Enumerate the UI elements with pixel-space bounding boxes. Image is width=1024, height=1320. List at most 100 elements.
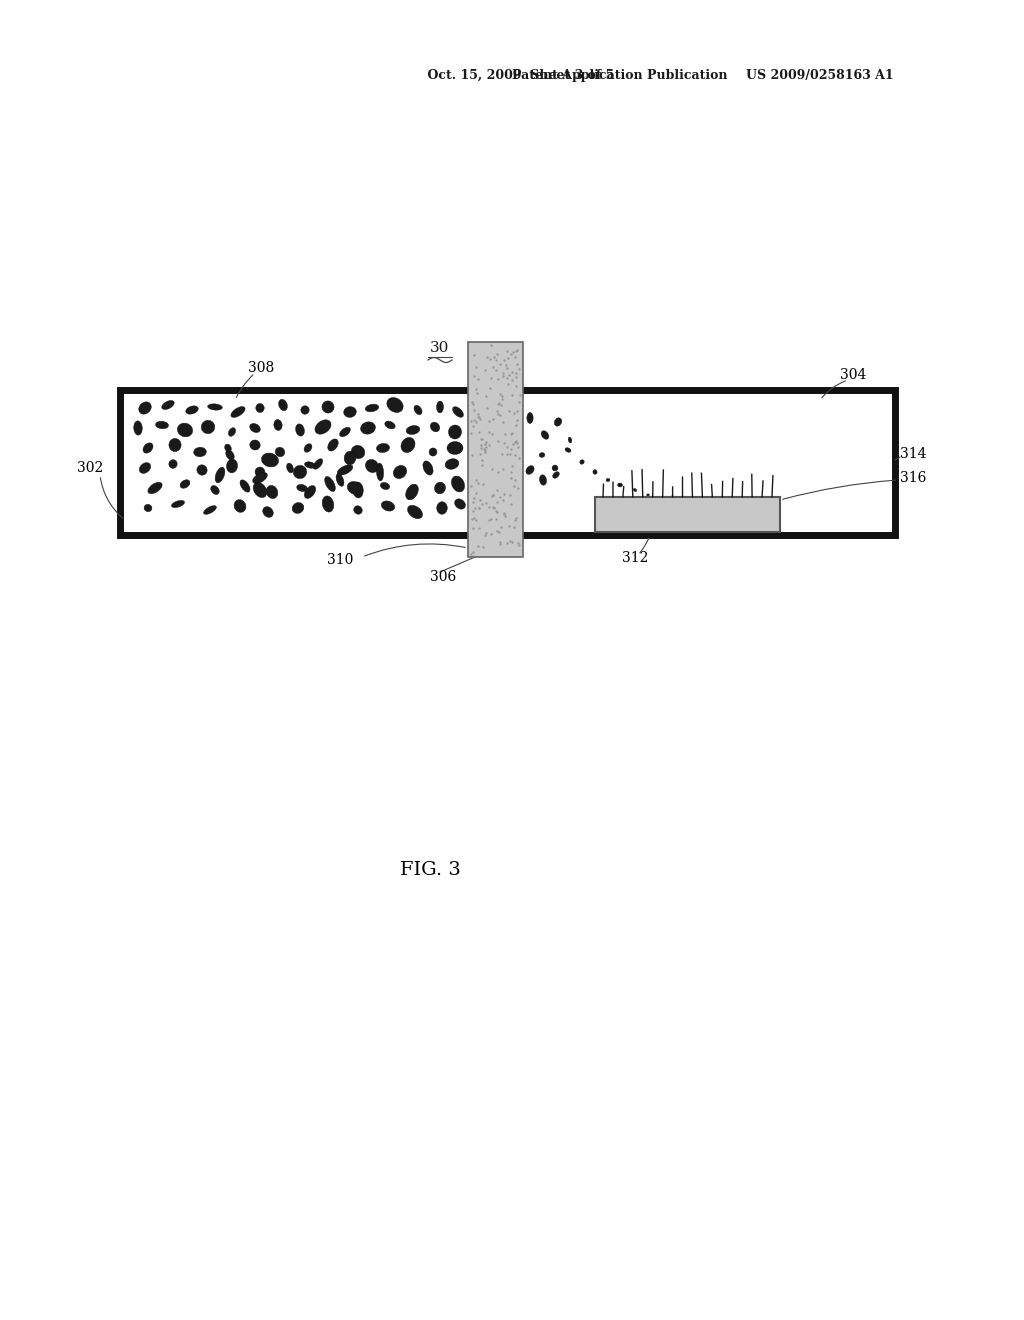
Ellipse shape xyxy=(414,405,422,414)
Ellipse shape xyxy=(197,465,207,475)
Ellipse shape xyxy=(449,425,462,440)
Ellipse shape xyxy=(347,482,362,495)
Ellipse shape xyxy=(250,424,260,433)
Ellipse shape xyxy=(366,404,379,412)
Ellipse shape xyxy=(279,400,288,411)
Ellipse shape xyxy=(304,462,315,469)
Ellipse shape xyxy=(337,465,353,475)
Ellipse shape xyxy=(273,420,283,430)
Ellipse shape xyxy=(344,407,356,417)
Ellipse shape xyxy=(304,486,315,499)
Ellipse shape xyxy=(275,447,285,457)
Ellipse shape xyxy=(162,400,174,409)
Ellipse shape xyxy=(393,466,407,479)
Ellipse shape xyxy=(211,486,219,495)
Ellipse shape xyxy=(380,482,390,490)
Ellipse shape xyxy=(580,459,584,465)
Ellipse shape xyxy=(147,482,162,494)
Ellipse shape xyxy=(671,496,674,498)
Ellipse shape xyxy=(436,502,447,515)
Text: 30: 30 xyxy=(430,341,450,355)
Ellipse shape xyxy=(377,463,384,480)
Ellipse shape xyxy=(423,461,433,475)
Ellipse shape xyxy=(352,482,364,498)
Ellipse shape xyxy=(408,506,423,519)
Text: 312: 312 xyxy=(622,550,648,565)
Ellipse shape xyxy=(353,506,362,515)
Ellipse shape xyxy=(344,451,356,465)
Ellipse shape xyxy=(208,404,222,411)
Ellipse shape xyxy=(684,502,686,504)
Text: 310: 310 xyxy=(327,553,353,568)
Ellipse shape xyxy=(234,500,246,512)
Ellipse shape xyxy=(568,437,571,444)
Text: 304: 304 xyxy=(840,368,866,381)
Bar xyxy=(468,342,523,557)
Text: Patent Application Publication: Patent Application Publication xyxy=(512,69,727,82)
Ellipse shape xyxy=(606,478,610,482)
Ellipse shape xyxy=(455,499,465,510)
Ellipse shape xyxy=(134,421,142,436)
Ellipse shape xyxy=(322,401,334,413)
Bar xyxy=(595,498,780,532)
Ellipse shape xyxy=(263,507,273,517)
Ellipse shape xyxy=(228,428,236,436)
Ellipse shape xyxy=(194,447,207,457)
Ellipse shape xyxy=(385,421,395,429)
Ellipse shape xyxy=(593,470,597,474)
Ellipse shape xyxy=(296,424,304,436)
Ellipse shape xyxy=(453,407,464,417)
Ellipse shape xyxy=(230,407,245,417)
Ellipse shape xyxy=(565,447,571,453)
Ellipse shape xyxy=(204,506,216,515)
Ellipse shape xyxy=(445,458,459,470)
Ellipse shape xyxy=(406,484,419,500)
Ellipse shape xyxy=(452,477,465,492)
Ellipse shape xyxy=(552,465,558,471)
Ellipse shape xyxy=(633,488,637,491)
Ellipse shape xyxy=(401,437,415,453)
Ellipse shape xyxy=(169,459,177,469)
Ellipse shape xyxy=(253,482,267,498)
Bar xyxy=(120,389,895,535)
Ellipse shape xyxy=(292,503,304,513)
Ellipse shape xyxy=(313,459,323,469)
Ellipse shape xyxy=(377,444,389,453)
Ellipse shape xyxy=(144,504,152,512)
Ellipse shape xyxy=(542,430,549,440)
Ellipse shape xyxy=(304,444,312,453)
Ellipse shape xyxy=(138,401,152,414)
Text: 306: 306 xyxy=(430,570,457,583)
Ellipse shape xyxy=(250,440,260,450)
Text: FIG. 3: FIG. 3 xyxy=(399,861,461,879)
Text: 302: 302 xyxy=(77,461,103,475)
Ellipse shape xyxy=(526,466,535,474)
Ellipse shape xyxy=(407,425,420,434)
Ellipse shape xyxy=(351,445,365,458)
Ellipse shape xyxy=(540,475,547,486)
Ellipse shape xyxy=(429,447,437,457)
Ellipse shape xyxy=(436,401,443,413)
Ellipse shape xyxy=(255,467,265,477)
Text: 308: 308 xyxy=(248,360,274,375)
Ellipse shape xyxy=(554,418,562,426)
Ellipse shape xyxy=(325,477,335,491)
Ellipse shape xyxy=(287,463,294,473)
Ellipse shape xyxy=(328,440,338,451)
Ellipse shape xyxy=(366,459,379,473)
Ellipse shape xyxy=(360,422,376,434)
Text: Oct. 15, 2009  Sheet 3 of 5: Oct. 15, 2009 Sheet 3 of 5 xyxy=(410,69,614,82)
Ellipse shape xyxy=(224,444,231,451)
Ellipse shape xyxy=(169,438,181,451)
Ellipse shape xyxy=(540,453,545,458)
Ellipse shape xyxy=(156,421,169,429)
Ellipse shape xyxy=(647,494,649,496)
Ellipse shape xyxy=(340,428,350,437)
Ellipse shape xyxy=(293,466,306,479)
Text: 314: 314 xyxy=(900,447,927,461)
Ellipse shape xyxy=(553,471,559,478)
Ellipse shape xyxy=(240,479,250,492)
Ellipse shape xyxy=(171,500,184,508)
Ellipse shape xyxy=(617,483,623,487)
Ellipse shape xyxy=(658,499,662,502)
